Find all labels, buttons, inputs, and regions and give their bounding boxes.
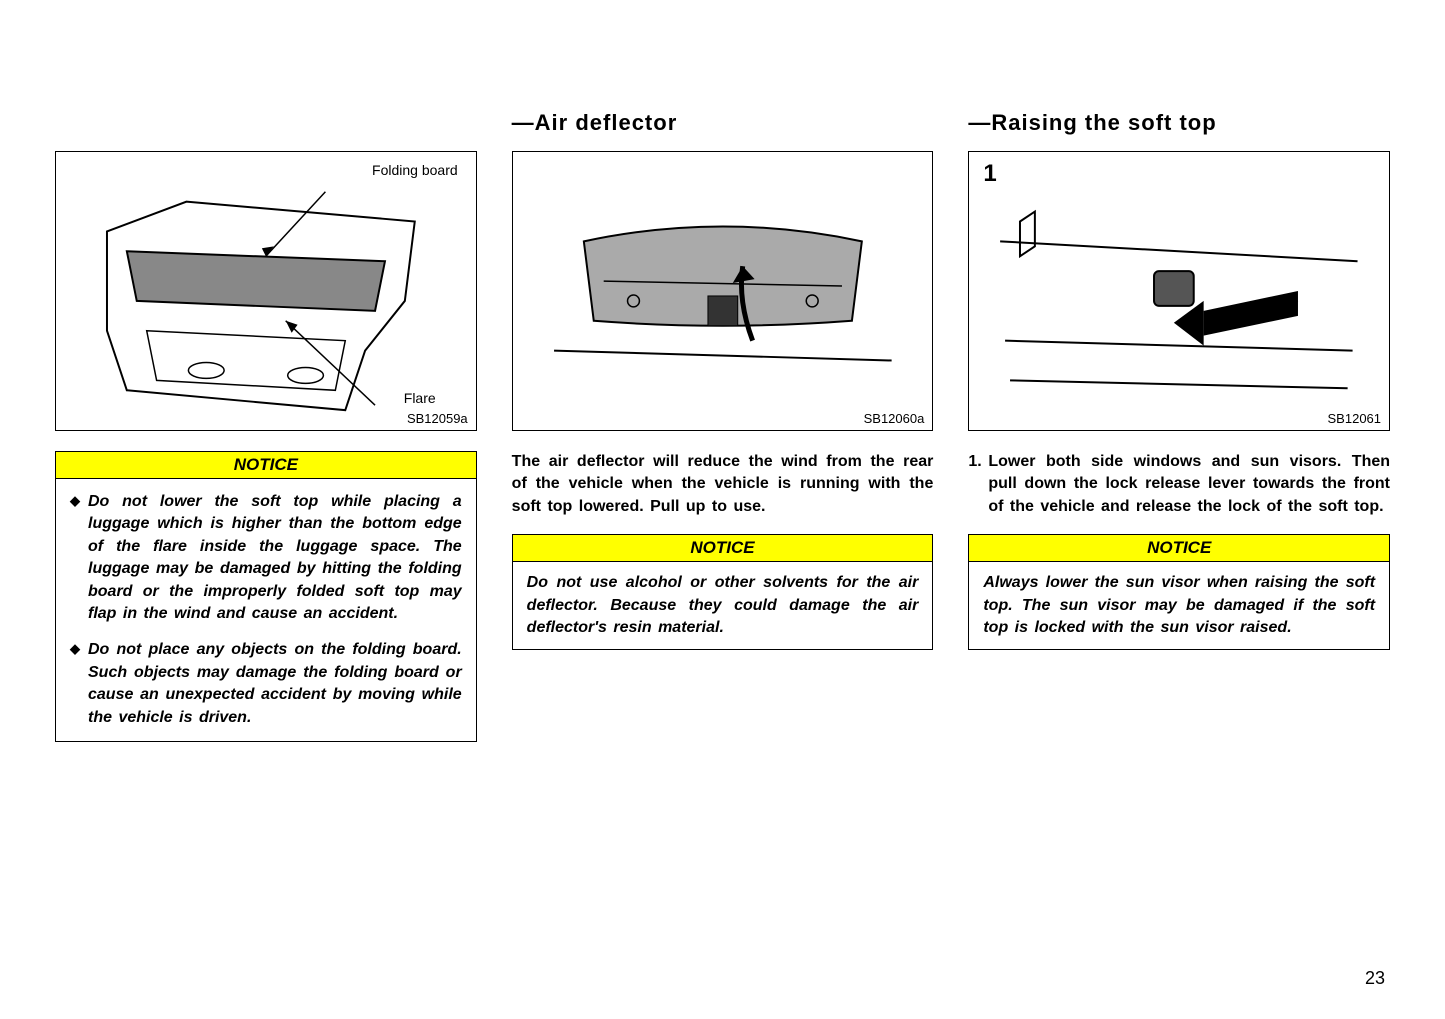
notice-3-header: NOTICE <box>969 535 1389 562</box>
figure-3-id: SB12061 <box>1328 411 1382 426</box>
notice-1-item-0: Do not lower the soft top while placing … <box>70 491 462 625</box>
figure-1: Folding board Flare SB12059a <box>55 151 477 431</box>
col3-step-1: 1. Lower both side windows and sun visor… <box>968 451 1390 518</box>
page-number: 23 <box>1365 968 1385 989</box>
notice-2-body: Do not use alcohol or other solvents for… <box>513 562 933 649</box>
notice-2-header: NOTICE <box>513 535 933 562</box>
figure-1-label-top: Folding board <box>372 162 458 178</box>
step-1-text: Lower both side windows and sun visors. … <box>988 451 1390 518</box>
col2-body: The air deflector will reduce the wind f… <box>512 451 934 518</box>
figure-3: 1 SB12061 <box>968 151 1390 431</box>
heading-2: —Air deflector <box>512 110 934 136</box>
heading-spacer <box>55 110 477 151</box>
notice-2: NOTICE Do not use alcohol or other solve… <box>512 534 934 650</box>
figure-1-id: SB12059a <box>407 411 468 426</box>
column-3: —Raising the soft top 1 SB12061 1. Lower… <box>968 110 1390 742</box>
diagram-raising-soft-top <box>969 152 1389 430</box>
column-2: —Air deflector SB12060a The air deflecto… <box>512 110 934 742</box>
notice-3-body: Always lower the sun visor when raising … <box>969 562 1389 649</box>
column-1: Folding board Flare SB12059a NOTICE Do n… <box>55 110 477 742</box>
figure-1-label-bottom: Flare <box>404 390 436 406</box>
notice-1: NOTICE Do not lower the soft top while p… <box>55 451 477 742</box>
diagram-folding-board <box>56 152 476 430</box>
page-container: Folding board Flare SB12059a NOTICE Do n… <box>55 110 1390 742</box>
step-1-num: 1. <box>968 451 988 518</box>
diagram-air-deflector <box>513 152 933 430</box>
figure-3-callout: 1 <box>983 160 996 188</box>
figure-2: SB12060a <box>512 151 934 431</box>
notice-1-item-1: Do not place any objects on the folding … <box>70 639 462 729</box>
notice-1-body: Do not lower the soft top while placing … <box>56 479 476 741</box>
heading-3: —Raising the soft top <box>968 110 1390 136</box>
figure-2-id: SB12060a <box>864 411 925 426</box>
notice-3: NOTICE Always lower the sun visor when r… <box>968 534 1390 650</box>
notice-1-header: NOTICE <box>56 452 476 479</box>
